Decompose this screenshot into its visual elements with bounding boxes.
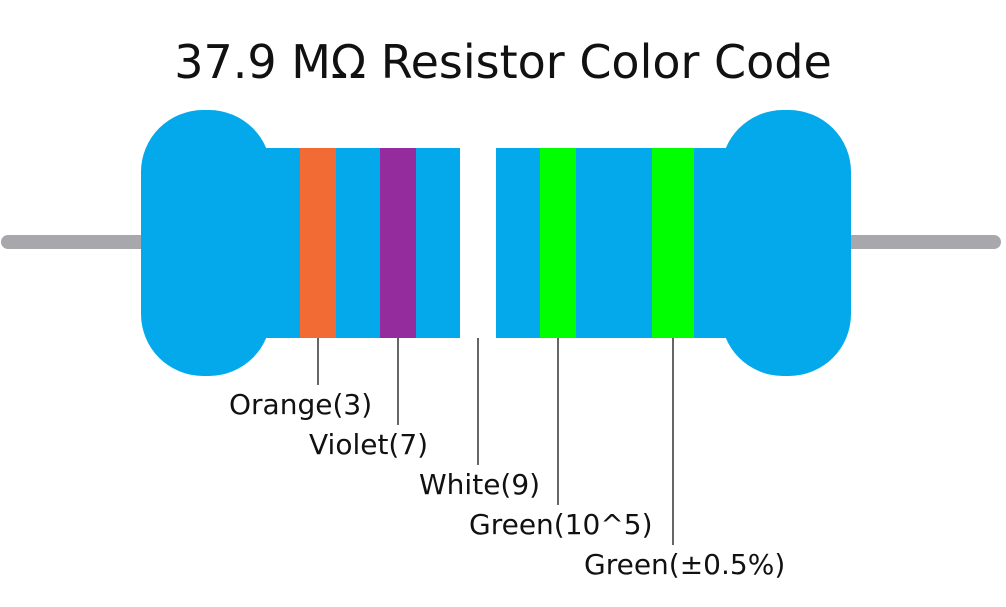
band-1-orange xyxy=(300,148,336,338)
band-5-green xyxy=(652,148,694,338)
band-4-label: Green(10^5) xyxy=(469,508,653,541)
color-bands xyxy=(300,148,694,338)
band-5-label: Green(±0.5%) xyxy=(584,548,785,581)
band-4-green xyxy=(540,148,576,338)
band-1-label: Orange(3) xyxy=(229,388,372,421)
right-end-cap xyxy=(721,110,851,376)
band-leader-lines xyxy=(317,338,674,545)
band-2-violet xyxy=(380,148,416,338)
band-3-label: White(9) xyxy=(419,468,540,501)
band-2-label: Violet(7) xyxy=(309,428,428,461)
left-end-cap xyxy=(141,110,271,376)
band-3-white xyxy=(460,148,496,338)
page-title: 37.9 MΩ Resistor Color Code xyxy=(174,35,832,89)
band-labels: Orange(3) Violet(7) White(9) Green(10^5) Gre… xyxy=(229,388,785,581)
